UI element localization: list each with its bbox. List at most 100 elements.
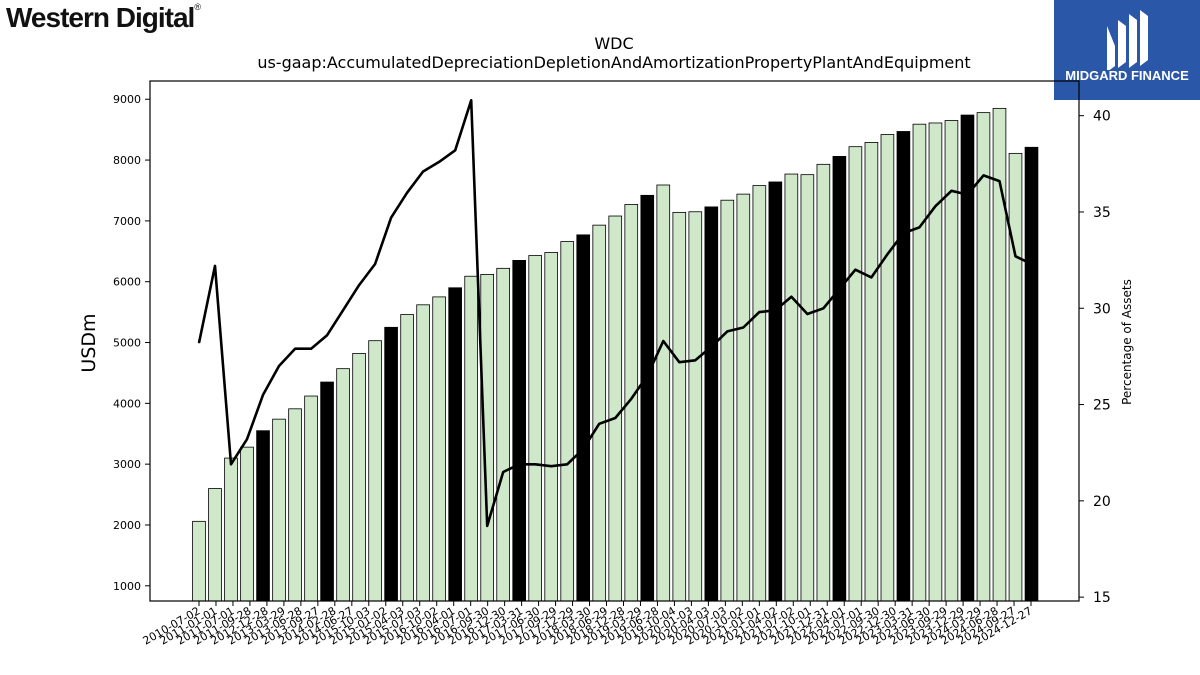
bar (800, 174, 815, 602)
bar (512, 260, 526, 602)
y2-tick-label: 25 (1093, 398, 1111, 414)
bar (816, 163, 831, 602)
bar (560, 241, 575, 602)
midgard-emblem-icon (1107, 10, 1148, 72)
midgard-finance-brand-text: MIDGARD FINANCE (1065, 68, 1189, 83)
bar (976, 112, 991, 602)
y-tick-label: 1000 (113, 580, 141, 593)
line-point (758, 311, 760, 313)
bar (272, 418, 286, 602)
western-digital-logo: Western Digital® (6, 2, 201, 33)
line-point (646, 375, 648, 377)
bar (1024, 146, 1039, 602)
line-point (934, 205, 937, 207)
bar (448, 287, 462, 602)
line-point (294, 348, 296, 350)
line-point (918, 226, 921, 228)
line-point (726, 330, 728, 332)
line-point (534, 463, 536, 465)
bar (704, 206, 719, 602)
line-point (966, 194, 969, 196)
line-point (390, 217, 392, 219)
y-tick-label: 2000 (113, 519, 141, 532)
line-point (630, 398, 632, 400)
bar (288, 408, 302, 602)
bar (656, 184, 671, 602)
chart-subtitle: us-gaap:AccumulatedDepreciationDepletion… (257, 53, 970, 72)
line-point (198, 342, 200, 344)
bar (576, 234, 591, 602)
bar (544, 252, 559, 602)
bar (464, 275, 478, 602)
bar (880, 134, 895, 602)
bar (832, 156, 847, 602)
bar (784, 173, 799, 602)
line-point (950, 190, 953, 192)
line-point (774, 309, 776, 311)
line-point (1030, 263, 1033, 265)
bar (192, 520, 206, 602)
line-point (422, 170, 424, 173)
line-point (614, 417, 616, 419)
bar (768, 181, 783, 602)
bar (336, 368, 350, 602)
bar (208, 488, 222, 602)
line-point (694, 359, 696, 361)
line-point (838, 288, 840, 290)
bar (752, 185, 767, 602)
y2-tick-label: 40 (1093, 109, 1111, 125)
bar (384, 326, 398, 602)
bar (720, 199, 735, 602)
line-point (662, 340, 664, 342)
line-point (502, 471, 504, 473)
line-point (406, 192, 408, 194)
y-tick-label: 3000 (113, 458, 141, 471)
line-point (262, 394, 264, 396)
line-point (886, 253, 889, 255)
line-point (790, 296, 792, 298)
bar (608, 215, 623, 602)
bar (864, 142, 879, 602)
line-point (710, 346, 712, 348)
line-point (678, 361, 680, 363)
bar (304, 395, 318, 602)
line-point (310, 348, 312, 350)
y2-tick-label: 35 (1093, 205, 1111, 221)
y2-tick-label: 15 (1093, 590, 1111, 606)
line-point (230, 463, 232, 465)
y-tick-label: 6000 (113, 276, 141, 289)
bar (688, 211, 703, 602)
line-point (342, 309, 344, 311)
bar (368, 340, 382, 602)
bar (320, 381, 334, 602)
line-point (822, 307, 824, 309)
line-group (197, 99, 1033, 528)
line-point (854, 269, 856, 271)
line-point (326, 334, 328, 336)
bar (912, 123, 927, 602)
line-point (566, 463, 568, 465)
y2-tick-label: 30 (1093, 301, 1111, 317)
y-axis-label: USDm (78, 313, 100, 372)
bar (896, 131, 911, 602)
bar (240, 446, 254, 602)
bar (1008, 152, 1023, 602)
line-point (374, 263, 376, 265)
bar (496, 267, 510, 602)
line-point (438, 161, 440, 163)
plot-frame (149, 80, 1080, 602)
line-point (518, 463, 520, 465)
y-tick-label: 8000 (113, 154, 141, 167)
line-point (470, 99, 472, 101)
bar (592, 224, 607, 602)
line-point (454, 149, 456, 151)
line-point (742, 326, 744, 329)
bar (928, 122, 943, 602)
line-point (358, 284, 360, 286)
bar (672, 211, 687, 602)
y2-tick-label: 20 (1093, 494, 1111, 510)
line-point (278, 365, 280, 367)
line-point (870, 276, 873, 279)
ticks-group: 1000 2000 3000 4000 5000 6000 7000 8000 9000 15 20… (113, 93, 1111, 647)
